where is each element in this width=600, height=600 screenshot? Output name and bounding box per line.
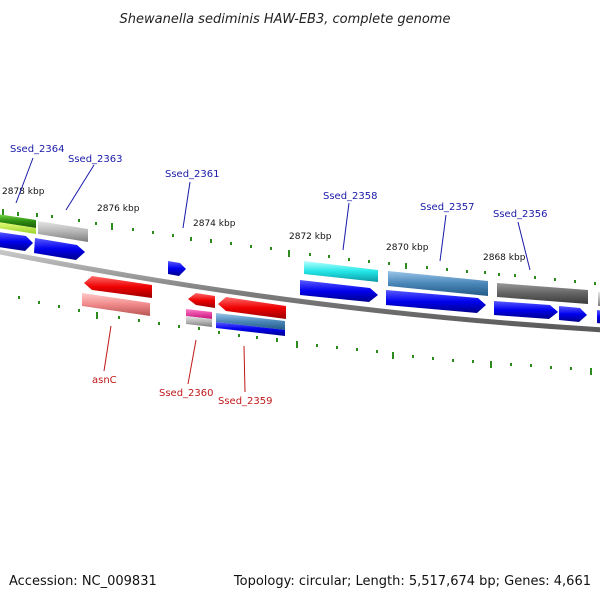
cds-forward-arrow[interactable] (0, 232, 33, 251)
gene-label[interactable]: Ssed_2359 (218, 396, 273, 407)
leader-line (342, 202, 350, 251)
leader-line (103, 325, 112, 372)
forward-cds-track (0, 232, 600, 324)
cds-forward-arrow[interactable] (34, 238, 85, 260)
gene-label[interactable]: Ssed_2358 (323, 191, 378, 202)
leader-line (182, 181, 191, 229)
gene-feature-cyan[interactable] (304, 261, 378, 282)
accession-text: Accession: NC_009831 (9, 574, 157, 589)
cds-forward-arrow[interactable] (386, 290, 486, 313)
gene-feature-steel[interactable] (388, 271, 488, 296)
gene-label[interactable]: asnC (92, 375, 117, 386)
cds-reverse-arrow[interactable] (218, 297, 286, 319)
kbp-label: 2872 kbp (289, 232, 332, 242)
gene-feature-dark-gray[interactable] (497, 283, 588, 304)
gene-label[interactable]: Ssed_2361 (165, 169, 220, 180)
gene-feature-salmon[interactable] (82, 293, 150, 316)
gene-feature-light-gray[interactable] (186, 316, 212, 327)
leader-line (65, 164, 95, 211)
map-title: Shewanella sediminis HAW-EB3, complete g… (120, 12, 451, 27)
reverse-cds-track (82, 276, 286, 336)
kbp-label: 2876 kbp (97, 204, 140, 214)
upper-tick-scale (2, 209, 596, 285)
cds-reverse-arrow[interactable] (188, 293, 215, 308)
gene-label[interactable]: Ssed_2363 (68, 154, 123, 165)
top-gene-labels: Ssed_2364 Ssed_2363 Ssed_2361 Ssed_2358 … (10, 144, 548, 220)
lower-tick-scale (18, 296, 592, 375)
gene-feature-lime[interactable] (0, 222, 36, 234)
kbp-label: 2868 kbp (483, 253, 526, 263)
kbp-label: 2870 kbp (386, 243, 429, 253)
genome-summary-text: Topology: circular; Length: 5,517,674 bp… (233, 574, 591, 589)
label-leader-lines (15, 157, 531, 393)
leader-line (187, 339, 197, 385)
cds-forward-arrow[interactable] (494, 301, 558, 319)
cds-forward-arrow[interactable] (559, 306, 587, 322)
gene-label[interactable]: Ssed_2364 (10, 144, 65, 155)
cds-forward-arrow[interactable] (300, 280, 378, 302)
kbp-label: 2874 kbp (193, 219, 236, 229)
gene-feature-green[interactable] (0, 214, 36, 228)
gene-feature-steel[interactable] (216, 313, 285, 330)
kbp-label: 2878 kbp (2, 187, 45, 197)
genome-backbone (0, 249, 600, 333)
upper-gene-track (0, 214, 600, 306)
leader-line (517, 221, 531, 271)
cds-forward-arrow[interactable] (168, 261, 186, 276)
gene-feature-light-gray[interactable] (38, 221, 88, 242)
bottom-gene-labels: asnC Ssed_2360 Ssed_2359 (92, 375, 273, 407)
gene-label[interactable]: Ssed_2356 (493, 209, 548, 220)
leader-line (15, 157, 34, 204)
gene-label[interactable]: Ssed_2357 (420, 202, 475, 213)
cds-forward-arrow[interactable] (597, 310, 600, 324)
gene-feature-magenta[interactable] (186, 309, 212, 319)
leader-line (439, 214, 447, 262)
cds-reverse-arrow[interactable] (84, 276, 152, 298)
gene-label[interactable]: Ssed_2360 (159, 388, 214, 399)
leader-line (243, 345, 246, 393)
cds-forward-arrow[interactable] (216, 322, 285, 336)
